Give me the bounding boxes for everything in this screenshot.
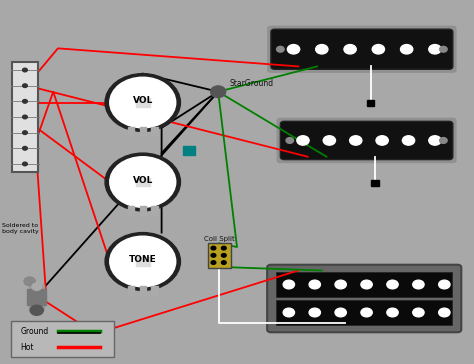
Circle shape [350, 136, 362, 145]
Circle shape [387, 280, 398, 289]
Bar [128, 206, 134, 216]
FancyBboxPatch shape [277, 118, 456, 163]
Circle shape [287, 44, 300, 54]
Circle shape [286, 138, 293, 143]
Circle shape [283, 308, 294, 317]
Circle shape [439, 46, 447, 52]
Circle shape [32, 283, 41, 290]
Circle shape [211, 261, 216, 264]
Text: Coil Split: Coil Split [204, 236, 235, 242]
Circle shape [438, 308, 450, 317]
Circle shape [297, 136, 309, 145]
Circle shape [110, 157, 176, 207]
Circle shape [23, 131, 27, 134]
Circle shape [23, 99, 27, 103]
Bar [371, 180, 379, 186]
FancyBboxPatch shape [12, 62, 37, 172]
Text: TONE: TONE [129, 255, 156, 264]
Circle shape [413, 280, 424, 289]
Bar [11, 321, 115, 357]
Circle shape [401, 44, 413, 54]
Bar [152, 286, 157, 296]
Circle shape [413, 308, 424, 317]
Circle shape [221, 253, 226, 257]
Text: Soldered to
body cavity: Soldered to body cavity [2, 223, 39, 234]
Circle shape [335, 308, 346, 317]
Bar [152, 127, 157, 136]
Circle shape [23, 84, 27, 87]
Circle shape [323, 136, 336, 145]
Circle shape [372, 44, 384, 54]
FancyBboxPatch shape [271, 29, 453, 69]
Circle shape [105, 153, 181, 211]
Text: Ground: Ground [20, 327, 48, 336]
Circle shape [429, 136, 441, 145]
FancyBboxPatch shape [280, 121, 453, 159]
Circle shape [402, 136, 415, 145]
Circle shape [438, 280, 450, 289]
Circle shape [283, 280, 294, 289]
Circle shape [23, 115, 27, 119]
Circle shape [387, 308, 398, 317]
Text: Hot: Hot [20, 343, 34, 352]
FancyBboxPatch shape [208, 243, 231, 268]
Bar [136, 178, 150, 186]
Bar [136, 257, 150, 266]
Circle shape [361, 308, 372, 317]
Bar [136, 98, 150, 107]
Circle shape [439, 138, 447, 143]
Bar [128, 286, 134, 296]
Circle shape [309, 280, 320, 289]
FancyBboxPatch shape [267, 265, 461, 332]
Circle shape [221, 246, 226, 250]
Circle shape [105, 233, 181, 290]
Circle shape [110, 77, 176, 128]
Bar [140, 127, 146, 136]
Text: StarGround: StarGround [230, 79, 274, 88]
FancyBboxPatch shape [276, 272, 452, 297]
Circle shape [210, 86, 226, 98]
Circle shape [211, 246, 216, 250]
FancyBboxPatch shape [276, 300, 452, 325]
Circle shape [429, 44, 441, 54]
Circle shape [23, 146, 27, 150]
Bar [183, 146, 195, 155]
Circle shape [335, 280, 346, 289]
Circle shape [344, 44, 356, 54]
Circle shape [309, 308, 320, 317]
Circle shape [105, 74, 181, 131]
Circle shape [23, 68, 27, 72]
Circle shape [376, 136, 388, 145]
Bar [152, 206, 157, 216]
Circle shape [211, 253, 216, 257]
Bar [140, 286, 146, 296]
Bar [128, 127, 134, 136]
Bar [27, 289, 46, 305]
Circle shape [110, 236, 176, 287]
Text: VOL: VOL [133, 176, 153, 185]
Circle shape [24, 277, 36, 286]
Bar [367, 100, 374, 106]
Bar [140, 206, 146, 216]
Circle shape [221, 261, 226, 264]
Circle shape [316, 44, 328, 54]
Circle shape [23, 162, 27, 166]
Text: VOL: VOL [133, 96, 153, 105]
Bar [29, 285, 44, 310]
FancyBboxPatch shape [267, 25, 456, 73]
Circle shape [277, 46, 284, 52]
Circle shape [30, 305, 43, 315]
Circle shape [361, 280, 372, 289]
